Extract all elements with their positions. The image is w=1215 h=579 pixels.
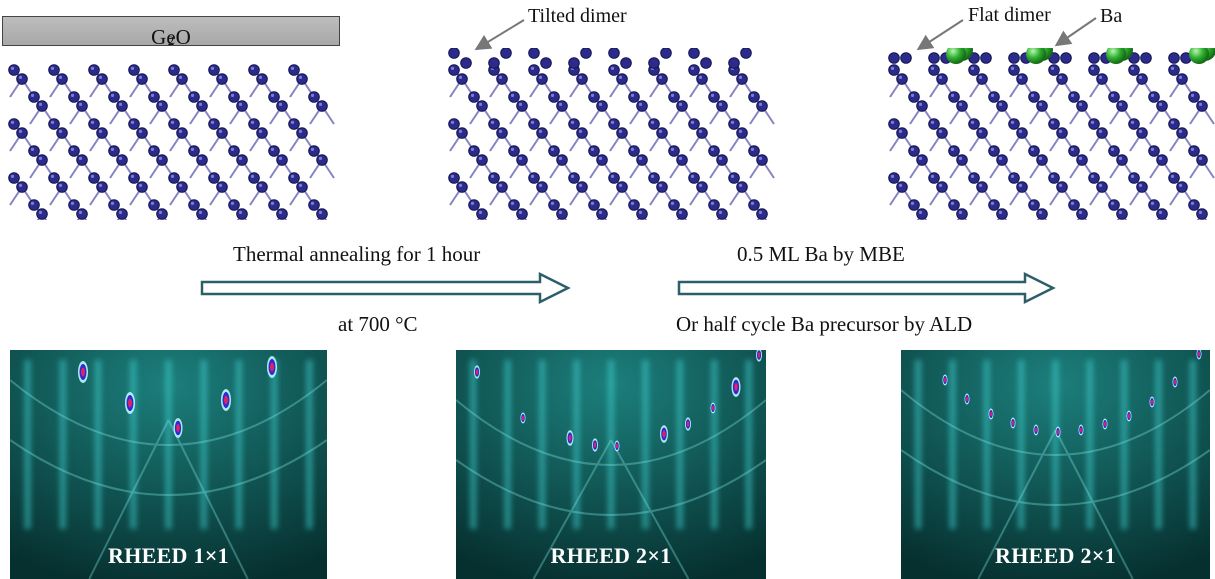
geo2-oxide-layer: GeO 2 xyxy=(2,16,340,49)
tilted-dimer-pointer xyxy=(474,19,525,51)
step1-process-arrow xyxy=(200,271,571,305)
ba-label: Ba xyxy=(1100,5,1123,27)
step2-label-top: 0.5 ML Ba by MBE xyxy=(737,242,905,266)
rheed-caption-1x1: RHEED 1×1 xyxy=(108,543,229,568)
rheed-pattern-2x1-ba: RHEED 2×1 xyxy=(901,350,1210,579)
step1-label-bottom: at 700 °C xyxy=(338,312,418,336)
rheed-pattern-1x1: RHEED 1×1 xyxy=(10,350,327,579)
annotation-pointers xyxy=(474,17,1097,51)
rheed-caption-2x1-annealed: RHEED 2×1 xyxy=(550,543,672,568)
ba-pointer xyxy=(1054,17,1097,47)
lattice-model-tilted-dimer xyxy=(448,48,775,220)
rheed-caption-2x1-ba: RHEED 2×1 xyxy=(995,543,1116,568)
flat-dimer-label: Flat dimer xyxy=(968,4,1051,26)
step1-label-top: Thermal annealing for 1 hour xyxy=(233,242,481,266)
step2-process-arrow xyxy=(677,271,1056,305)
geo2-label: GeO 2 xyxy=(151,25,191,49)
flat-dimer-pointer xyxy=(916,19,964,51)
lattice-model-flat-dimer-ba xyxy=(888,48,1215,220)
rheed-pattern-2x1-annealed: RHEED 2×1 xyxy=(456,350,766,579)
tilted-dimer-label: Tilted dimer xyxy=(528,5,627,27)
lattice-model-geo2-covered xyxy=(8,64,335,220)
step2-label-bottom: Or half cycle Ba precursor by ALD xyxy=(676,312,973,336)
